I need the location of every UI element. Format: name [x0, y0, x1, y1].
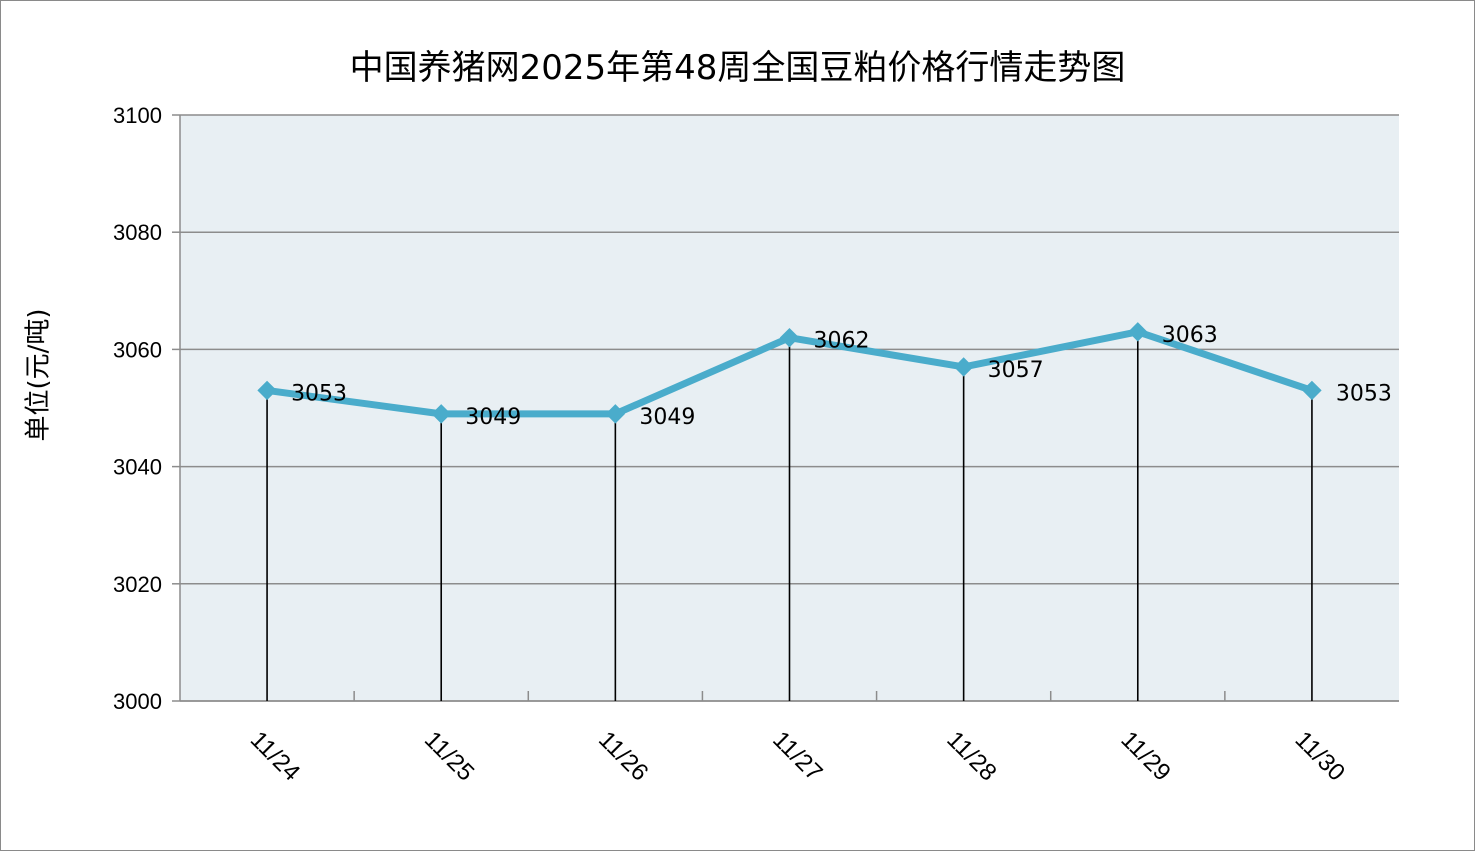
y-tick-label: 3020: [113, 572, 162, 597]
y-tick-label: 3000: [113, 689, 162, 714]
x-tick-label: 11/29: [1116, 726, 1176, 786]
data-point-marker: [1302, 380, 1322, 401]
y-tick-label: 3060: [113, 337, 162, 362]
data-label: 3062: [814, 329, 870, 354]
x-tick-label: 11/28: [941, 726, 1001, 786]
y-tick-label: 3080: [113, 220, 162, 245]
x-tick-label: 11/26: [593, 726, 653, 786]
x-tick-label: 11/27: [767, 726, 827, 786]
data-point-marker: [779, 327, 800, 348]
x-tick-label: 11/30: [1290, 726, 1350, 786]
y-tick-label: 3040: [113, 455, 162, 480]
chart-title: 中国养猪网2025年第48周全国豆粕价格行情走势图: [349, 48, 1126, 88]
data-point-marker: [431, 404, 451, 424]
data-label: 3049: [639, 405, 695, 430]
data-point-marker: [1128, 322, 1148, 342]
data-point-marker: [953, 357, 974, 377]
data-label: 3053: [1336, 381, 1392, 406]
data-point-marker: [605, 404, 626, 424]
y-tick-label: 3100: [113, 103, 162, 128]
data-label: 3063: [1162, 323, 1218, 348]
data-label: 3049: [465, 405, 521, 430]
x-tick-label: 11/24: [245, 726, 305, 786]
data-label: 3053: [291, 381, 347, 406]
data-point-marker: [257, 380, 277, 401]
data-label: 3057: [988, 358, 1044, 383]
x-tick-label: 11/25: [419, 726, 479, 786]
